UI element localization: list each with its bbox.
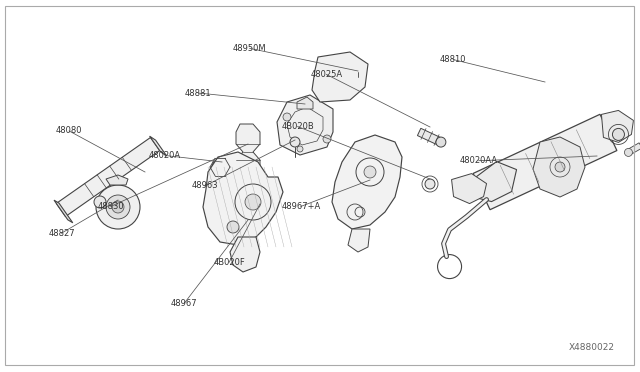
Text: 48950M: 48950M — [233, 44, 266, 53]
Text: 48020A: 48020A — [149, 151, 181, 160]
Text: 48020AA: 48020AA — [460, 156, 498, 165]
Circle shape — [290, 137, 300, 147]
Circle shape — [425, 179, 435, 189]
Polygon shape — [473, 114, 617, 210]
Circle shape — [227, 221, 239, 233]
Polygon shape — [602, 110, 634, 142]
Text: 48967: 48967 — [171, 299, 198, 308]
Circle shape — [625, 148, 632, 156]
Text: 48080: 48080 — [56, 126, 83, 135]
Polygon shape — [203, 152, 283, 245]
Circle shape — [215, 162, 225, 172]
Polygon shape — [236, 124, 260, 180]
Circle shape — [555, 162, 565, 172]
Polygon shape — [332, 135, 402, 229]
Polygon shape — [106, 175, 128, 185]
Polygon shape — [452, 174, 486, 203]
Polygon shape — [417, 128, 443, 146]
Polygon shape — [533, 137, 585, 197]
Circle shape — [283, 113, 291, 121]
Text: X4880022: X4880022 — [568, 343, 614, 352]
Circle shape — [106, 195, 130, 219]
Text: 4B020B: 4B020B — [281, 122, 314, 131]
Polygon shape — [348, 229, 370, 252]
Text: 48810: 48810 — [440, 55, 467, 64]
Circle shape — [612, 128, 625, 140]
Circle shape — [436, 137, 446, 147]
Circle shape — [96, 185, 140, 229]
Polygon shape — [472, 161, 516, 202]
Polygon shape — [312, 52, 368, 102]
Polygon shape — [54, 200, 73, 223]
Text: 48963: 48963 — [191, 182, 218, 190]
Polygon shape — [230, 237, 260, 272]
Text: 48881: 48881 — [185, 89, 212, 97]
Circle shape — [323, 135, 331, 143]
Text: 48830: 48830 — [97, 202, 124, 211]
Polygon shape — [297, 97, 313, 109]
Circle shape — [245, 194, 261, 210]
Circle shape — [297, 146, 303, 152]
Text: 48025A: 48025A — [310, 70, 342, 79]
Polygon shape — [56, 138, 160, 217]
Circle shape — [364, 166, 376, 178]
Polygon shape — [277, 95, 333, 155]
Text: 48967+A: 48967+A — [281, 202, 321, 211]
Polygon shape — [150, 136, 166, 156]
Circle shape — [94, 196, 106, 208]
Circle shape — [112, 201, 124, 213]
Text: 48827: 48827 — [48, 229, 75, 238]
Text: 4B020F: 4B020F — [213, 258, 245, 267]
Polygon shape — [627, 143, 640, 155]
